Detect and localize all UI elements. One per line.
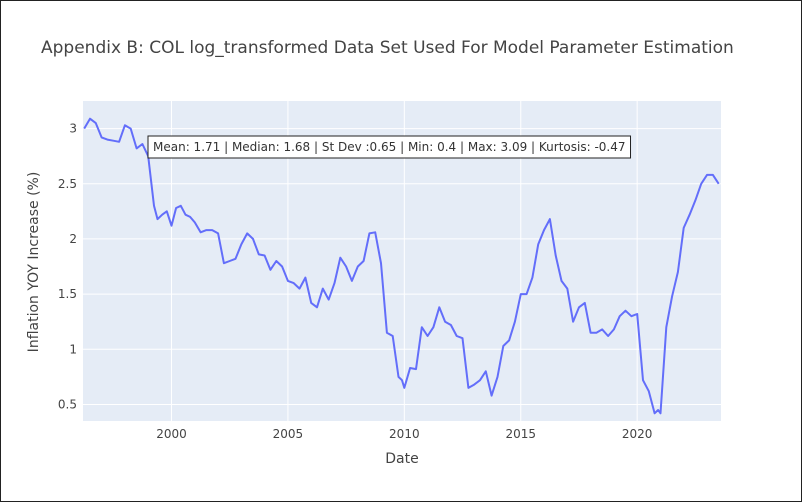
series-layer — [83, 117, 720, 415]
series-line — [83, 117, 720, 415]
x-tick-label: 2005 — [273, 427, 304, 441]
x-axis-title: Date — [385, 451, 418, 467]
x-tick-label: 2015 — [505, 427, 536, 441]
x-tick-label: 2020 — [622, 427, 653, 441]
y-tick-label: 1 — [69, 342, 77, 356]
y-axis-title: Inflation YOY Increase (%) — [26, 172, 42, 353]
x-tick-label: 2000 — [156, 427, 187, 441]
x-tick-label: 2010 — [389, 427, 420, 441]
stats-annotation: Mean: 1.71 | Median: 1.68 | St Dev :0.65… — [147, 135, 632, 159]
y-tick-label: 2.5 — [58, 177, 77, 191]
y-tick-label: 1.5 — [58, 287, 77, 301]
y-tick-label: 3 — [69, 122, 77, 136]
y-tick-label: 0.5 — [58, 397, 77, 411]
chart-title: Appendix B: COL log_transformed Data Set… — [41, 38, 734, 58]
stats-annotation-text: Mean: 1.71 | Median: 1.68 | St Dev :0.65… — [153, 140, 626, 154]
axis-ticks: 2000 2005 2010 2015 2020 0.5 1 1.5 2 2.5 3 — [58, 122, 653, 441]
y-tick-label: 2 — [69, 232, 77, 246]
